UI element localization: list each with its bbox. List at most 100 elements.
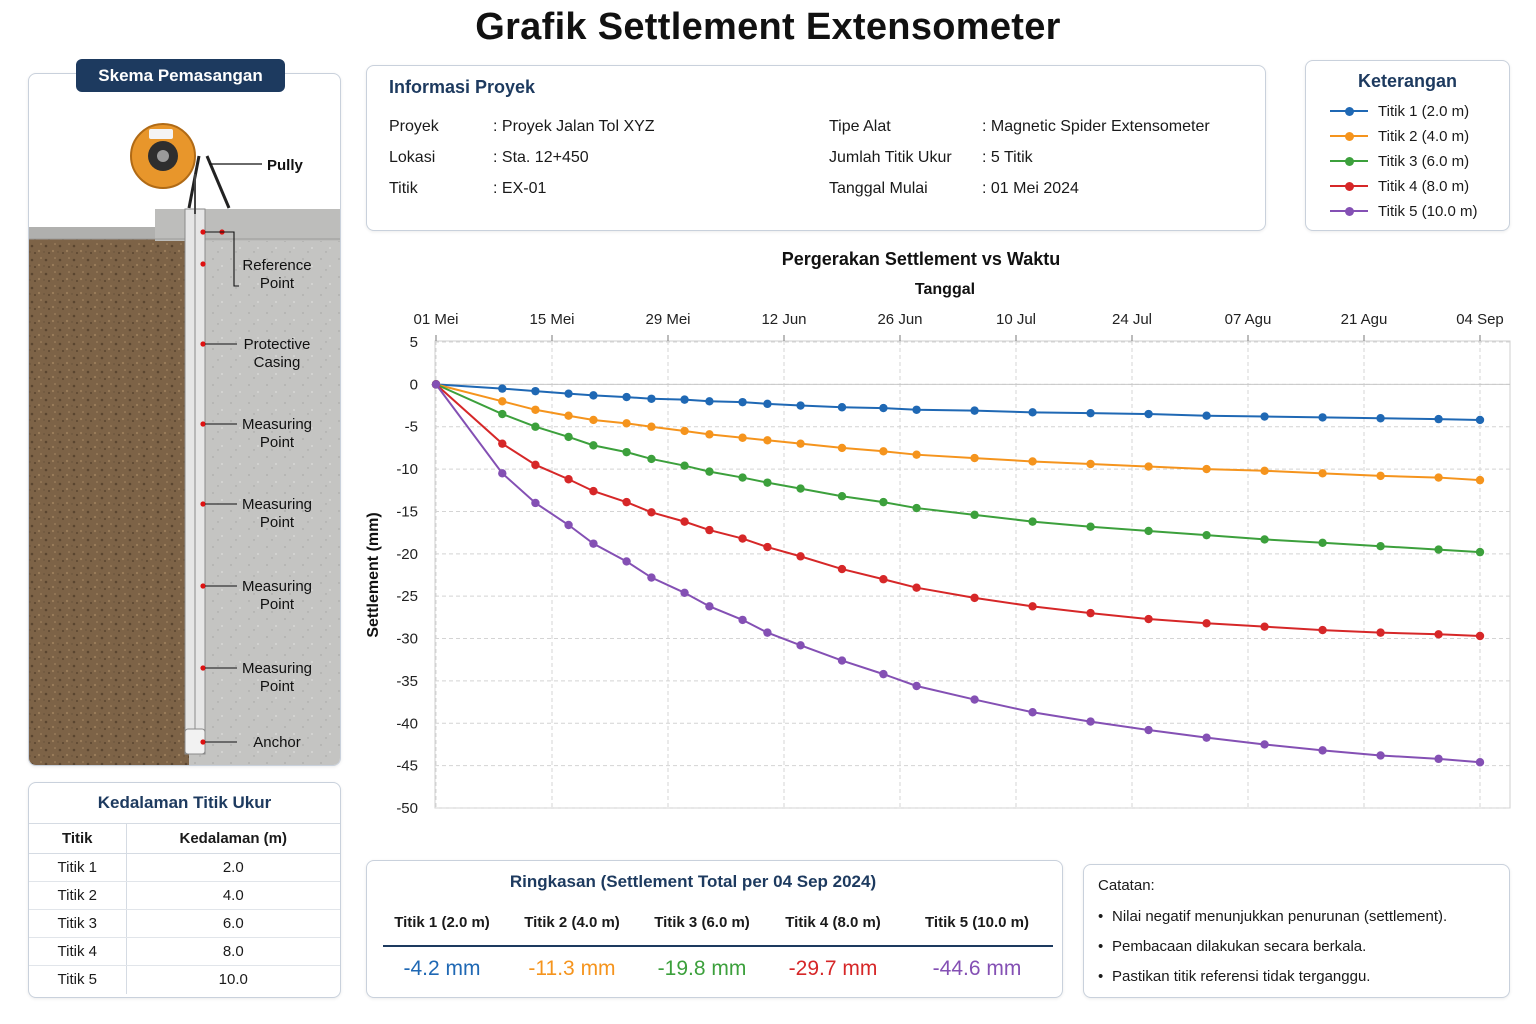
data-point-5 xyxy=(531,498,540,508)
measuring-point-3-label: Point xyxy=(260,596,295,613)
summary-item: Titik 1 (2.0 m) -4.2 mm xyxy=(377,913,507,981)
data-point-5 xyxy=(879,669,888,679)
data-point-4 xyxy=(589,486,598,496)
legend-swatch xyxy=(1330,154,1368,168)
data-point-3 xyxy=(680,461,689,470)
data-point-5 xyxy=(1260,740,1269,749)
data-point-3 xyxy=(622,447,631,457)
data-point-5 xyxy=(1434,754,1443,764)
summary-item-name: Titik 2 (4.0 m) xyxy=(524,914,620,931)
info-label: Lokasi xyxy=(389,149,436,166)
y-tick-label: -25 xyxy=(396,588,418,605)
data-point-2 xyxy=(680,426,689,436)
data-point-4 xyxy=(680,517,689,526)
data-point-4 xyxy=(1475,631,1485,641)
depth-row: Titik 1 2.0 xyxy=(29,853,340,882)
data-point-2 xyxy=(589,415,598,425)
data-point-3 xyxy=(1202,530,1211,540)
bullet-icon: • xyxy=(1098,938,1104,955)
data-point-1 xyxy=(622,392,631,402)
data-point-2 xyxy=(531,405,540,414)
data-point-1 xyxy=(1434,414,1443,424)
page-title: Grafik Settlement Extensometer xyxy=(475,6,1061,48)
depth-cell-value: 10.0 xyxy=(218,971,248,989)
data-point-3 xyxy=(1475,547,1485,557)
note-text: Pembacaan dilakukan secara berkala. xyxy=(1112,938,1367,955)
data-point-2 xyxy=(738,433,747,442)
data-point-2 xyxy=(1202,464,1211,474)
point-marker-5 xyxy=(200,501,206,507)
schema-panel: Pully Reference Point Protective Casing Meas… xyxy=(28,73,341,766)
data-point-1 xyxy=(912,405,921,414)
point-marker-6 xyxy=(200,583,206,589)
data-point-5 xyxy=(1318,746,1327,755)
data-point-2 xyxy=(879,447,888,456)
data-point-3 xyxy=(647,454,656,464)
pully-reel-icon xyxy=(130,123,231,214)
data-point-1 xyxy=(680,395,689,404)
summary-item-name: Titik 1 (2.0 m) xyxy=(394,914,490,931)
data-point-3 xyxy=(837,492,847,501)
data-point-2 xyxy=(1086,459,1095,469)
y-tick-label: -20 xyxy=(396,546,418,563)
data-point-4 xyxy=(912,583,921,592)
data-point-2 xyxy=(705,430,714,439)
data-point-1 xyxy=(738,397,747,407)
schema-badge: Skema Pemasangan xyxy=(76,59,285,92)
chart-title: Pergerakan Settlement vs Waktu xyxy=(782,249,1060,269)
y-tick-label: -35 xyxy=(396,673,418,690)
notes-panel: Catatan: • Nilai negatif menunjukkan penu… xyxy=(1083,864,1510,998)
data-point-1 xyxy=(879,403,888,413)
data-point-4 xyxy=(738,534,747,543)
legend-swatch xyxy=(1330,104,1368,118)
measuring-point-1-label: Point xyxy=(260,434,295,451)
summary-item-name: Titik 3 (6.0 m) xyxy=(654,914,750,931)
summary-item: Titik 4 (8.0 m) -29.7 mm xyxy=(768,913,898,981)
legend-swatch xyxy=(1330,179,1368,193)
notes-title: Catatan: xyxy=(1098,877,1155,894)
depth-cell-titik: Titik 3 xyxy=(29,909,127,938)
depth-table: Titik Kedalaman (m) Titik 1 2.0 Titik 2 4.0… xyxy=(29,823,340,994)
data-point-1 xyxy=(837,403,847,412)
summary-item: Titik 3 (6.0 m) -19.8 mm xyxy=(637,913,767,981)
depth-row: Titik 2 4.0 xyxy=(29,881,340,910)
data-point-1 xyxy=(970,406,979,415)
data-point-3 xyxy=(531,422,540,431)
summary-panel: Ringkasan (Settlement Total per 04 Sep 2… xyxy=(366,860,1063,998)
installation-diagram: Pully ReferencePointProtectiveCasingMeas… xyxy=(29,123,340,765)
point-marker-2 xyxy=(200,261,206,267)
data-point-5 xyxy=(763,628,772,637)
data-point-4 xyxy=(1260,622,1269,631)
data-point-3 xyxy=(912,503,921,513)
summary-item: Titik 2 (4.0 m) -11.3 mm xyxy=(507,913,637,981)
x-tick-label: 04 Sep xyxy=(1456,311,1504,328)
x-axis-label: Tanggal xyxy=(915,281,975,298)
legend-panel: Keterangan Titik 1 (2.0 m) Titik 2 (4.0 m… xyxy=(1305,60,1510,231)
point-marker-3 xyxy=(200,341,206,347)
info-value: : Magnetic Spider Extensometer xyxy=(982,118,1210,135)
legend-title: Keterangan xyxy=(1357,71,1458,91)
reference-point-label: Reference xyxy=(242,257,311,274)
data-point-2 xyxy=(1318,469,1327,478)
bullet-icon: • xyxy=(1098,968,1104,985)
data-point-1 xyxy=(705,397,714,406)
info-label: Tipe Alat xyxy=(829,118,891,135)
data-point-5 xyxy=(1475,758,1485,767)
measuring-point-2-label: Measuring xyxy=(242,496,312,513)
measuring-point-4-label: Measuring xyxy=(242,660,312,677)
data-point-1 xyxy=(763,399,772,409)
y-tick-label: 0 xyxy=(410,376,418,393)
data-point-4 xyxy=(1086,608,1095,618)
data-point-3 xyxy=(1144,526,1153,536)
data-point-2 xyxy=(1475,475,1485,485)
data-point-1 xyxy=(1144,409,1153,419)
x-tick-label: 15 Mei xyxy=(529,311,574,328)
info-label: Jumlah Titik Ukur xyxy=(829,149,952,166)
data-point-5 xyxy=(912,681,921,691)
depth-cell-titik: Titik 1 xyxy=(29,853,127,882)
bullet-icon: • xyxy=(1098,908,1104,925)
y-tick-label: -50 xyxy=(396,800,418,817)
depth-row: Titik 4 8.0 xyxy=(29,937,340,966)
data-point-5 xyxy=(796,641,805,650)
info-label: Tanggal Mulai xyxy=(829,180,928,197)
